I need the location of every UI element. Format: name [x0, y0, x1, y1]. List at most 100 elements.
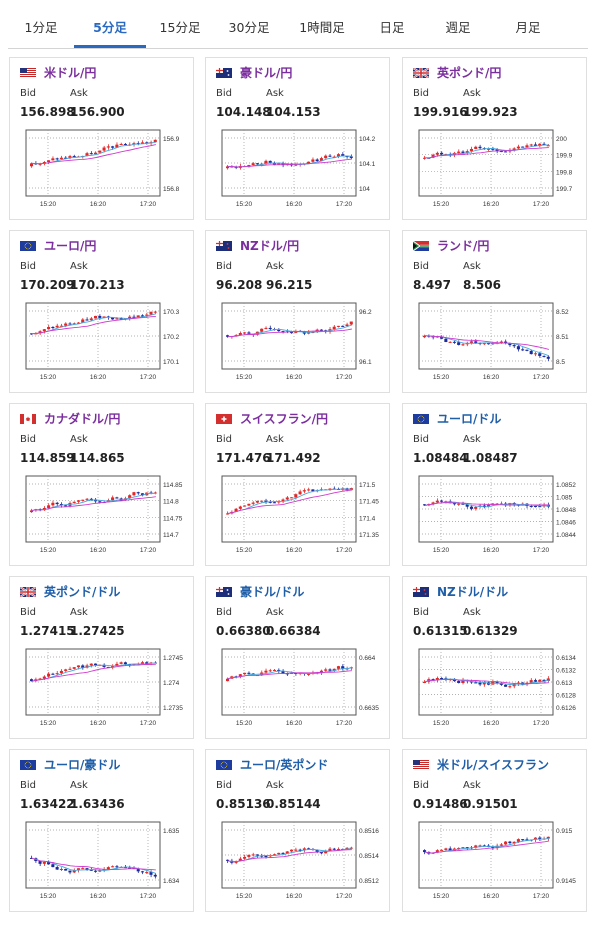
- rate-card[interactable]: 豪ドル/ドル Bid Ask 0.66380 0.66384 0.664 0.6635 15:…: [205, 576, 390, 739]
- rate-card[interactable]: スイスフラン/円 Bid Ask 171.476 171.492 171.5 171.45 1…: [205, 403, 390, 566]
- candle-body: [136, 492, 140, 494]
- rate-card[interactable]: カナダドル/円 Bid Ask 114.859 114.865 114.85 114.8 11…: [9, 403, 194, 566]
- rate-card[interactable]: ユーロ/円 Bid Ask 170.209 170.213 170.3 170.2 170.1…: [9, 230, 194, 393]
- candlestick-chart[interactable]: 96.2 96.1 15:20 16:20 17:20: [210, 301, 385, 384]
- candle-body: [238, 333, 242, 336]
- candle-body: [47, 160, 51, 163]
- tab-4[interactable]: 1時間足: [299, 20, 345, 35]
- rate-card[interactable]: ユーロ/英ポンド Bid Ask 0.85136 0.85144 0.8516 0.8514…: [205, 749, 390, 912]
- candle-body: [123, 143, 127, 145]
- currency-pair-label[interactable]: ユーロ/円: [44, 239, 97, 253]
- y-tick-label: 104.1: [359, 161, 376, 168]
- candle-body: [341, 154, 345, 157]
- candlestick-chart[interactable]: 170.3 170.2 170.1 15:20 16:20 17:20: [14, 301, 189, 384]
- rate-card[interactable]: 米ドル/スイスフラン Bid Ask 0.91486 0.91501 0.915 0.914…: [402, 749, 587, 912]
- x-tick-label: 15:20: [40, 547, 57, 554]
- bid-value: 0.91486: [413, 797, 468, 811]
- candlestick-chart[interactable]: 1.0852 1.085 1.0848 1.0846 1.0844 15:20 16:20 1…: [407, 474, 582, 557]
- currency-pair-label[interactable]: カナダドル/円: [44, 412, 121, 426]
- rate-card[interactable]: ユーロ/ドル Bid Ask 1.08484 1.08487 1.0852 1.085 1.0…: [402, 403, 587, 566]
- flag-au-icon: [216, 68, 232, 78]
- candle-body: [72, 323, 76, 325]
- candle-body: [234, 508, 238, 512]
- candlestick-chart[interactable]: 104.2 104.1 104 15:20 16:20 17:20: [210, 128, 385, 211]
- candlestick-chart[interactable]: 1.635 1.634 15:20 16:20 17:20: [14, 820, 189, 903]
- rate-card[interactable]: NZドル/ドル Bid Ask 0.61315 0.61329 0.6134 0.6132 0…: [402, 576, 587, 739]
- currency-pair-label[interactable]: ユーロ/豪ドル: [44, 758, 121, 772]
- candlestick-chart[interactable]: 0.8516 0.8514 0.8512 15:20 16:20 17:20: [210, 820, 385, 903]
- currency-pair-label[interactable]: スイスフラン/円: [240, 412, 329, 426]
- currency-pair-label[interactable]: 米ドル/スイスフラン: [437, 758, 550, 772]
- x-tick-label: 16:20: [483, 201, 500, 208]
- candle-body: [504, 151, 508, 153]
- bid-value: 199.916: [413, 105, 468, 119]
- rate-card[interactable]: 英ポンド/円 Bid Ask 199.916 199.923 200 199.9 199.8 1…: [402, 57, 587, 220]
- rate-card[interactable]: ランド/円 Bid Ask 8.497 8.506 8.52 8.51 8.5 15:20 16:…: [402, 230, 587, 393]
- currency-pair-label[interactable]: 豪ドル/円: [240, 66, 293, 80]
- y-tick-label: 1.634: [163, 878, 180, 885]
- rate-card[interactable]: 英ポンド/ドル Bid Ask 1.27415 1.27425 1.2745 1.274 1.…: [9, 576, 194, 739]
- candle-body: [132, 492, 136, 496]
- tab-7[interactable]: 月足: [515, 20, 541, 35]
- currency-pair-label[interactable]: ユーロ/ドル: [437, 412, 502, 426]
- candle-body: [533, 353, 537, 355]
- currency-pair-label[interactable]: ユーロ/英ポンド: [240, 758, 329, 772]
- tab-2[interactable]: 15分足: [159, 20, 201, 35]
- candle-body: [499, 151, 503, 153]
- candlestick-chart[interactable]: 1.2745 1.274 1.2735 15:20 16:20 17:20: [14, 647, 189, 730]
- candle-body: [51, 673, 55, 675]
- currency-pair-label[interactable]: NZドル/円: [240, 239, 300, 253]
- candle-body: [247, 332, 251, 334]
- candlestick-chart[interactable]: 0.664 0.6635 15:20 16:20 17:20: [210, 647, 385, 730]
- bid-label: Bid: [216, 434, 232, 445]
- currency-pair-label[interactable]: 米ドル/円: [44, 66, 97, 80]
- candle-body: [423, 335, 427, 338]
- tab-3[interactable]: 30分足: [228, 20, 270, 35]
- candle-body: [465, 151, 469, 153]
- ask-value: 96.215: [266, 278, 313, 292]
- candle-body: [89, 663, 93, 666]
- candle-body: [341, 325, 345, 327]
- moving-average-fast: [31, 857, 157, 874]
- currency-pair-label[interactable]: 豪ドル/ドル: [240, 585, 305, 599]
- candlestick-chart[interactable]: 0.915 0.9145 15:20 16:20 17:20: [407, 820, 582, 903]
- y-tick-label: 156.8: [163, 186, 180, 193]
- tab-0[interactable]: 1分足: [24, 20, 58, 35]
- x-tick-label: 17:20: [533, 201, 550, 208]
- candlestick-chart[interactable]: 8.52 8.51 8.5 15:20 16:20 17:20: [407, 301, 582, 384]
- candlestick-chart[interactable]: 114.85 114.8 114.75 114.7 15:20 16:20 17:20: [14, 474, 189, 557]
- bid-label: Bid: [20, 780, 36, 791]
- candlestick-chart[interactable]: 156.9 156.8 15:20 16:20 17:20: [14, 128, 189, 211]
- tab-5[interactable]: 日足: [379, 20, 405, 35]
- candle-body: [64, 157, 68, 159]
- ask-label: Ask: [70, 88, 88, 99]
- rate-card[interactable]: 豪ドル/円 Bid Ask 104.148 104.153 104.2 104.1 104 15…: [205, 57, 390, 220]
- rate-card[interactable]: NZドル/円 Bid Ask 96.208 96.215 96.2 96.1 15:20 16:…: [205, 230, 390, 393]
- candlestick-chart[interactable]: 200 199.9 199.8 199.7 15:20 16:20 17:20: [407, 128, 582, 211]
- rate-card[interactable]: 米ドル/円 Bid Ask 156.898 156.900 156.9 156.8 15:20…: [9, 57, 194, 220]
- candle-body: [307, 489, 311, 491]
- currency-pair-label[interactable]: 英ポンド/ドル: [44, 585, 121, 599]
- currency-pair-label[interactable]: ランド/円: [437, 239, 490, 253]
- candle-body: [435, 850, 439, 853]
- candle-body: [281, 163, 285, 166]
- rate-card[interactable]: ユーロ/豪ドル Bid Ask 1.63422 1.63436 1.635 1.634 15:…: [9, 749, 194, 912]
- candlestick-chart[interactable]: 0.6134 0.6132 0.613 0.6128 0.6126 15:20 16:20 1…: [407, 647, 582, 730]
- tab-1[interactable]: 5分足: [74, 10, 146, 48]
- candle-body: [68, 668, 72, 670]
- candlestick-chart[interactable]: 171.5 171.45 171.4 171.35 15:20 16:20 17:20: [210, 474, 385, 557]
- x-tick-label: 17:20: [533, 720, 550, 727]
- tab-6[interactable]: 週足: [445, 20, 471, 35]
- x-tick-label: 16:20: [90, 893, 107, 900]
- y-tick-label: 1.085: [556, 495, 573, 502]
- candle-body: [38, 331, 42, 334]
- currency-pair-label[interactable]: NZドル/ドル: [437, 585, 509, 599]
- candle-body: [153, 139, 157, 143]
- candle-body: [255, 163, 259, 165]
- candle-body: [444, 338, 448, 342]
- y-tick-label: 114.7: [163, 532, 179, 539]
- candle-body: [516, 346, 520, 350]
- candle-body: [307, 332, 311, 334]
- candle-body: [423, 681, 427, 684]
- currency-pair-label[interactable]: 英ポンド/円: [437, 66, 502, 80]
